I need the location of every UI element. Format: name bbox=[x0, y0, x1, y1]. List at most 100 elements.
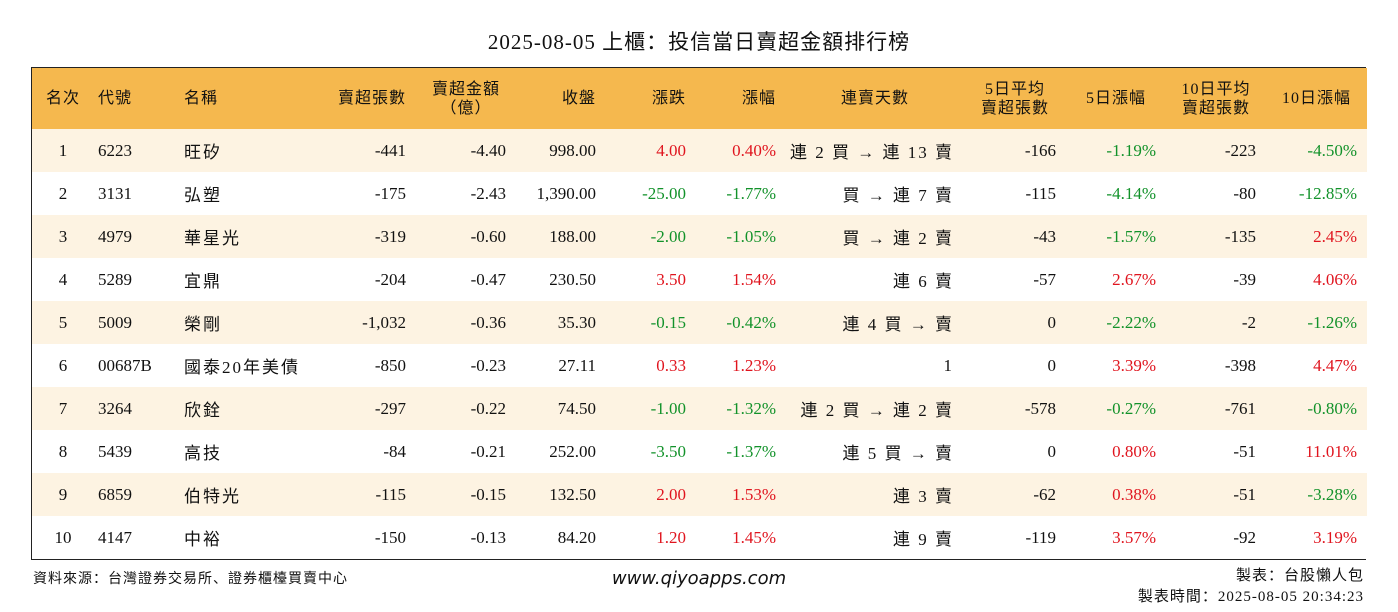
cell-change-pct: -1.77% bbox=[726, 183, 776, 203]
cell-name: 國泰20年美債 bbox=[184, 358, 300, 377]
header-chg10[interactable]: 10日漲幅 bbox=[1281, 90, 1351, 107]
cell-name: 欣銓 bbox=[184, 401, 222, 420]
cell-name: 宜鼎 bbox=[184, 272, 222, 291]
cell-rank: 9 bbox=[58, 484, 68, 504]
cell-rank: 3 bbox=[58, 226, 68, 246]
cell-sell-shares: -115 bbox=[375, 484, 406, 504]
header-avg5-line1: 5日平均 bbox=[984, 80, 1045, 98]
table-row[interactable]: 1 6223 旺矽 -441 -4.40 998.00 4.00 0.40% 連 2 買 → 連… bbox=[32, 129, 1367, 172]
cell-avg10: -135 bbox=[1224, 226, 1256, 246]
cell-close: 132.50 bbox=[549, 484, 596, 504]
cell-change: -25.00 bbox=[642, 183, 686, 203]
header-sell-amount-line1: 賣超金額 bbox=[431, 80, 500, 98]
cell-change-pct: -0.42% bbox=[726, 312, 776, 332]
cell-close: 84.20 bbox=[557, 527, 596, 547]
cell-sell-amount: -2.43 bbox=[470, 183, 506, 203]
table-row[interactable]: 6 00687B 國泰20年美債 -850 -0.23 27.11 0.33 1.23% 1 0 3… bbox=[32, 344, 1367, 387]
header-change-pct[interactable]: 漲幅 bbox=[741, 90, 776, 107]
cell-streak: 連 2 買 → 連 2 賣 bbox=[800, 401, 954, 420]
header-streak[interactable]: 連賣天數 bbox=[840, 90, 909, 107]
cell-rank: 5 bbox=[58, 312, 68, 332]
cell-change-pct: 0.40% bbox=[732, 140, 776, 160]
header-close[interactable]: 收盤 bbox=[561, 90, 596, 107]
cell-sell-amount: -0.47 bbox=[470, 269, 506, 289]
table-body: 1 6223 旺矽 -441 -4.40 998.00 4.00 0.40% 連 2 買 → 連… bbox=[32, 129, 1367, 559]
cell-avg10: -223 bbox=[1224, 140, 1256, 160]
cell-name: 弘塑 bbox=[184, 186, 222, 205]
cell-change: -2.00 bbox=[650, 226, 686, 246]
cell-close: 27.11 bbox=[558, 355, 596, 375]
cell-chg5: 0.80% bbox=[1112, 441, 1156, 461]
cell-avg5: -57 bbox=[1033, 269, 1056, 289]
header-name[interactable]: 名稱 bbox=[184, 90, 219, 107]
made-time-label: 製表時間：2025-08-05 20:34:23 bbox=[1137, 589, 1364, 605]
cell-avg10: -39 bbox=[1233, 269, 1256, 289]
table-row[interactable]: 8 5439 高技 -84 -0.21 252.00 -3.50 -1.37% 連 5 買 → … bbox=[32, 430, 1367, 473]
cell-code: 5439 bbox=[98, 441, 132, 461]
table-row[interactable]: 7 3264 欣銓 -297 -0.22 74.50 -1.00 -1.32% 連 2 買 → … bbox=[32, 387, 1367, 430]
cell-change: -1.00 bbox=[650, 398, 686, 418]
table-row[interactable]: 3 4979 華星光 -319 -0.60 188.00 -2.00 -1.05% 買 → 連 … bbox=[32, 215, 1367, 258]
ranking-table: 名次 代號 名稱 賣超張數 賣超金額 （億） 收盤 漲跌 漲幅 連賣天數 5日平… bbox=[32, 68, 1367, 559]
cell-code: 4979 bbox=[98, 226, 132, 246]
cell-avg10: -51 bbox=[1233, 484, 1256, 504]
header-rank[interactable]: 名次 bbox=[45, 90, 80, 107]
header-avg10[interactable]: 10日平均 賣超張數 bbox=[1166, 68, 1266, 129]
website-link[interactable]: www.qiyoapps.com bbox=[611, 568, 787, 589]
table-row[interactable]: 2 3131 弘塑 -175 -2.43 1,390.00 -25.00 -1.77% 買 → … bbox=[32, 172, 1367, 215]
cell-avg5: -578 bbox=[1024, 398, 1056, 418]
header-avg5[interactable]: 5日平均 賣超張數 bbox=[964, 68, 1066, 129]
header-chg5[interactable]: 5日漲幅 bbox=[1085, 90, 1146, 107]
cell-avg5: 0 bbox=[1047, 312, 1057, 332]
cell-sell-shares: -441 bbox=[374, 140, 406, 160]
cell-rank: 4 bbox=[58, 269, 68, 289]
cell-avg10: -51 bbox=[1233, 441, 1256, 461]
cell-rank: 6 bbox=[58, 355, 68, 375]
cell-change: -3.50 bbox=[650, 441, 686, 461]
cell-sell-amount: -4.40 bbox=[470, 140, 506, 160]
ranking-table-container: 名次 代號 名稱 賣超張數 賣超金額 （億） 收盤 漲跌 漲幅 連賣天數 5日平… bbox=[31, 67, 1367, 560]
table-row[interactable]: 9 6859 伯特光 -115 -0.15 132.50 2.00 1.53% 連 3 賣 -62… bbox=[32, 473, 1367, 516]
cell-code: 6859 bbox=[98, 484, 132, 504]
cell-sell-shares: -150 bbox=[374, 527, 406, 547]
cell-code: 00687B bbox=[98, 355, 152, 375]
cell-change-pct: -1.37% bbox=[726, 441, 776, 461]
cell-chg10: -12.85% bbox=[1298, 183, 1357, 203]
cell-change: 3.50 bbox=[656, 269, 686, 289]
cell-sell-amount: -0.60 bbox=[470, 226, 506, 246]
cell-streak: 連 5 買 → 賣 bbox=[842, 444, 954, 463]
cell-close: 230.50 bbox=[549, 269, 596, 289]
cell-chg10: 2.45% bbox=[1313, 226, 1357, 246]
header-avg5-line2: 賣超張數 bbox=[980, 99, 1049, 117]
cell-rank: 2 bbox=[58, 183, 68, 203]
header-sell-amount-line2: （億） bbox=[440, 99, 492, 117]
header-sell-amount[interactable]: 賣超金額 （億） bbox=[416, 68, 516, 129]
cell-rank: 1 bbox=[58, 140, 68, 160]
maker-label: 製表：台股懶人包 bbox=[1235, 568, 1364, 584]
header-sell-shares[interactable]: 賣超張數 bbox=[337, 90, 406, 107]
cell-sell-shares: -1,032 bbox=[362, 312, 406, 332]
header-code[interactable]: 代號 bbox=[98, 90, 133, 107]
cell-streak: 買 → 連 7 賣 bbox=[842, 186, 954, 205]
cell-chg5: 0.38% bbox=[1112, 484, 1156, 504]
cell-close: 35.30 bbox=[557, 312, 596, 332]
table-row[interactable]: 10 4147 中裕 -150 -0.13 84.20 1.20 1.45% 連 9 賣 -119… bbox=[32, 516, 1367, 559]
cell-chg5: -1.57% bbox=[1106, 226, 1156, 246]
cell-avg5: -62 bbox=[1033, 484, 1056, 504]
cell-avg5: -119 bbox=[1025, 527, 1056, 547]
cell-change-pct: -1.05% bbox=[726, 226, 776, 246]
cell-avg10: -761 bbox=[1224, 398, 1256, 418]
cell-avg10: -2 bbox=[1241, 312, 1256, 332]
cell-streak: 買 → 連 2 賣 bbox=[842, 229, 954, 248]
cell-name: 華星光 bbox=[184, 229, 241, 248]
cell-avg10: -398 bbox=[1224, 355, 1256, 375]
cell-chg10: -3.28% bbox=[1307, 484, 1357, 504]
cell-chg10: -0.80% bbox=[1307, 398, 1357, 418]
cell-code: 3131 bbox=[98, 183, 132, 203]
cell-avg5: -43 bbox=[1033, 226, 1056, 246]
table-row[interactable]: 4 5289 宜鼎 -204 -0.47 230.50 3.50 1.54% 連 6 賣 -57 2… bbox=[32, 258, 1367, 301]
cell-sell-shares: -84 bbox=[383, 441, 406, 461]
table-row[interactable]: 5 5009 榮剛 -1,032 -0.36 35.30 -0.15 -0.42% 連 4 買 … bbox=[32, 301, 1367, 344]
cell-code: 5009 bbox=[98, 312, 132, 332]
header-change[interactable]: 漲跌 bbox=[651, 90, 686, 107]
